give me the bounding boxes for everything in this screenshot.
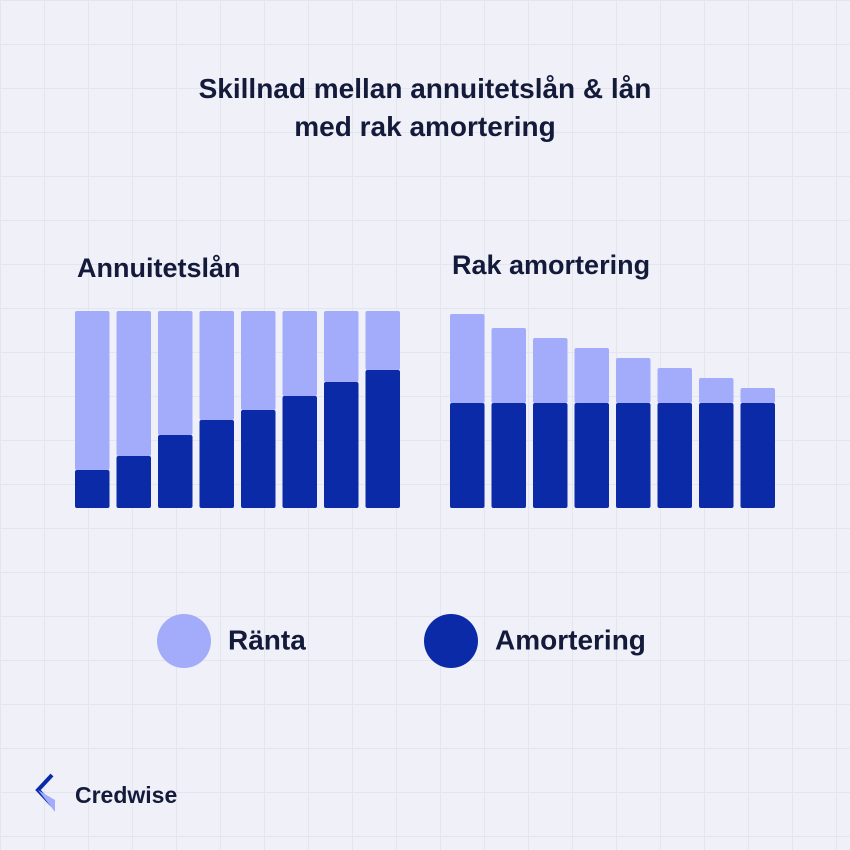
- bar-segment: [365, 311, 400, 370]
- bar-segment: [699, 403, 734, 508]
- brand: Credwise: [75, 782, 177, 808]
- bar-segment: [740, 388, 775, 403]
- chart-subtitle: Annuitetslån: [77, 253, 241, 283]
- legend-swatch: [157, 614, 211, 668]
- legend-label: Ränta: [228, 624, 306, 655]
- bar-segment: [616, 358, 651, 403]
- bar-segment: [533, 403, 568, 508]
- bar-segment: [324, 311, 359, 382]
- bar-segment: [574, 348, 609, 403]
- bar-segment: [75, 470, 110, 508]
- bar-segment: [699, 378, 734, 403]
- bar-segment: [75, 311, 110, 470]
- bar-segment: [241, 311, 276, 410]
- bar-segment: [324, 382, 359, 508]
- bar-segment: [116, 456, 151, 508]
- bar-segment: [491, 403, 526, 508]
- bar-segment: [282, 311, 317, 396]
- bar-segment: [533, 338, 568, 403]
- chart-subtitle: Rak amortering: [452, 250, 650, 280]
- title: Skillnad mellan annuitetslån & lån med r…: [198, 73, 652, 142]
- bar-segment: [450, 403, 485, 508]
- bar-segment: [740, 403, 775, 508]
- logo-icon: [35, 773, 55, 812]
- bar-segment: [158, 435, 193, 508]
- bar-segment: [657, 403, 692, 508]
- bar-segment: [574, 403, 609, 508]
- bar-segment: [241, 410, 276, 508]
- bar-segment: [450, 314, 485, 403]
- bar-segment: [282, 396, 317, 508]
- bar-segment: [199, 420, 234, 508]
- bar-segment: [616, 403, 651, 508]
- bar-segment: [657, 368, 692, 403]
- legend-swatch: [424, 614, 478, 668]
- bar-segment: [491, 328, 526, 403]
- legend-label: Amortering: [495, 624, 646, 655]
- bar-segment: [199, 311, 234, 420]
- bar-segment: [116, 311, 151, 456]
- bar-segment: [158, 311, 193, 435]
- bar-segment: [365, 370, 400, 508]
